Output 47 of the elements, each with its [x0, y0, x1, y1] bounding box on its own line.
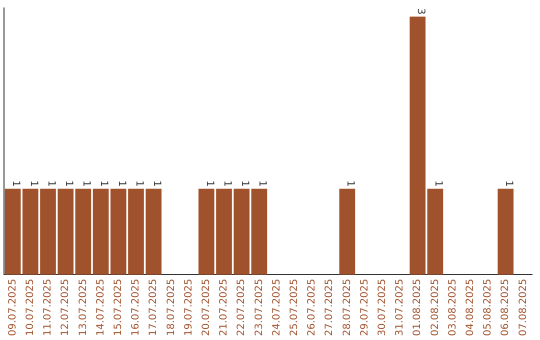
data-label: 1 — [10, 180, 22, 187]
x-tick-label: 07.08.2025 — [518, 278, 529, 336]
x-tick-label: 09.07.2025 — [7, 278, 18, 336]
data-label: 1 — [63, 180, 74, 187]
x-tick-label: 14.07.2025 — [95, 278, 106, 336]
data-label: 1 — [432, 180, 444, 187]
data-label: 3 — [415, 8, 426, 15]
data-label: 1 — [98, 180, 110, 187]
x-tick-label: 22.07.2025 — [236, 278, 248, 336]
data-label: 1 — [116, 180, 127, 187]
x-tick-label: 05.08.2025 — [482, 278, 494, 336]
data-label: 1 — [45, 180, 56, 187]
x-tick-label: 30.07.2025 — [376, 278, 388, 336]
x-tick-label: 19.07.2025 — [183, 278, 194, 336]
x-tick-label: 31.07.2025 — [394, 278, 406, 336]
x-tick-label: 26.07.2025 — [306, 278, 318, 336]
x-tick-label: 02.08.2025 — [430, 278, 441, 336]
data-label: 1 — [256, 180, 268, 187]
x-tick-label: 29.07.2025 — [359, 278, 370, 336]
data-label: 1 — [221, 180, 232, 187]
x-tick-label: 10.07.2025 — [24, 278, 36, 336]
data-label: 1 — [151, 180, 162, 187]
data-label: 1 — [133, 180, 144, 187]
x-tick-label: 01.08.2025 — [412, 278, 424, 336]
data-label: 1 — [344, 180, 356, 187]
x-tick-label: 06.08.2025 — [500, 278, 512, 336]
data-label: 1 — [80, 180, 92, 187]
x-tick-label: 04.08.2025 — [464, 278, 476, 336]
x-tick-label: 23.07.2025 — [254, 278, 265, 336]
data-label: 1 — [28, 180, 39, 187]
x-tick-label: 13.07.2025 — [78, 278, 89, 336]
x-tick-label: 28.07.2025 — [342, 278, 353, 336]
data-label: 1 — [204, 180, 215, 187]
x-tick-label: 17.07.2025 — [148, 278, 160, 336]
x-tick-label: 21.07.2025 — [218, 278, 230, 336]
data-label: 1 — [239, 180, 250, 187]
x-tick-label: 15.07.2025 — [112, 278, 124, 336]
x-tick-label: 24.07.2025 — [271, 278, 282, 336]
x-tick-label: 12.07.2025 — [60, 278, 72, 336]
x-tick-label: 27.07.2025 — [324, 278, 336, 336]
x-tick-label: 16.07.2025 — [130, 278, 142, 336]
x-tick-label: 18.07.2025 — [166, 278, 177, 336]
x-tick-label: 03.08.2025 — [447, 278, 458, 336]
x-tick-label: 20.07.2025 — [200, 278, 212, 336]
x-tick-label: 25.07.2025 — [288, 278, 300, 336]
x-tick-label: 11.07.2025 — [42, 278, 54, 336]
data-label: 1 — [503, 180, 514, 187]
